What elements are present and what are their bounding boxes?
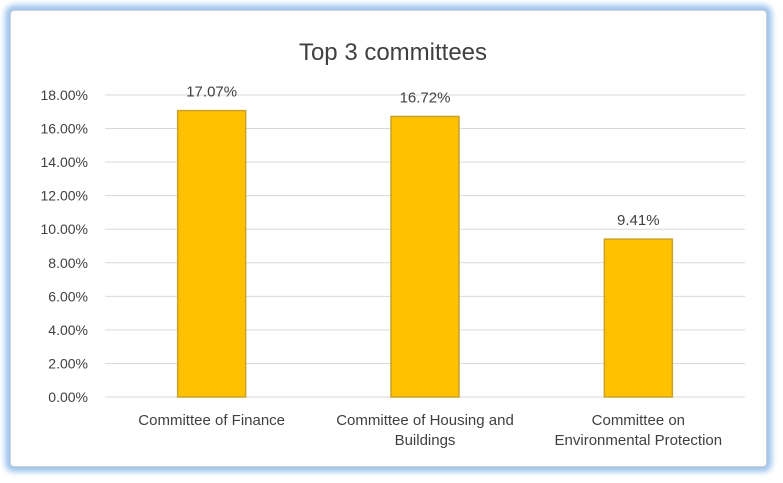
data-label: 9.41% [617, 212, 660, 229]
bars [176, 109, 674, 398]
data-label: 17.07% [186, 84, 237, 101]
y-tick-label: 2.00% [48, 355, 88, 371]
y-tick-label: 8.00% [48, 255, 88, 271]
data-labels: 17.07% 16.72% 9.41% [186, 84, 659, 230]
y-tick-label: 10.00% [41, 221, 88, 237]
bar [176, 109, 247, 398]
category-label: Committee of Finance [138, 412, 285, 429]
y-tick-label: 14.00% [41, 154, 88, 170]
chart-title: Top 3 committees [299, 39, 487, 66]
category-label: Committee of Housing and Buildings [336, 412, 514, 449]
x-axis: Committee of Finance Committee of Housing… [138, 412, 722, 449]
bar [390, 115, 460, 398]
y-tick-label: 6.00% [48, 288, 88, 304]
y-tick-label: 18.00% [41, 87, 88, 103]
data-label: 16.72% [400, 89, 451, 106]
y-tick-label: 12.00% [41, 188, 88, 204]
y-axis: 0.00% 2.00% 4.00% 6.00% 8.00% 10.00% 12.00% 14.… [41, 87, 88, 405]
y-tick-label: 16.00% [41, 121, 88, 137]
bar [603, 238, 674, 398]
y-tick-label: 0.00% [48, 389, 88, 405]
category-label: Committee on Environmental Protection [555, 412, 723, 449]
y-tick-label: 4.00% [48, 322, 88, 338]
